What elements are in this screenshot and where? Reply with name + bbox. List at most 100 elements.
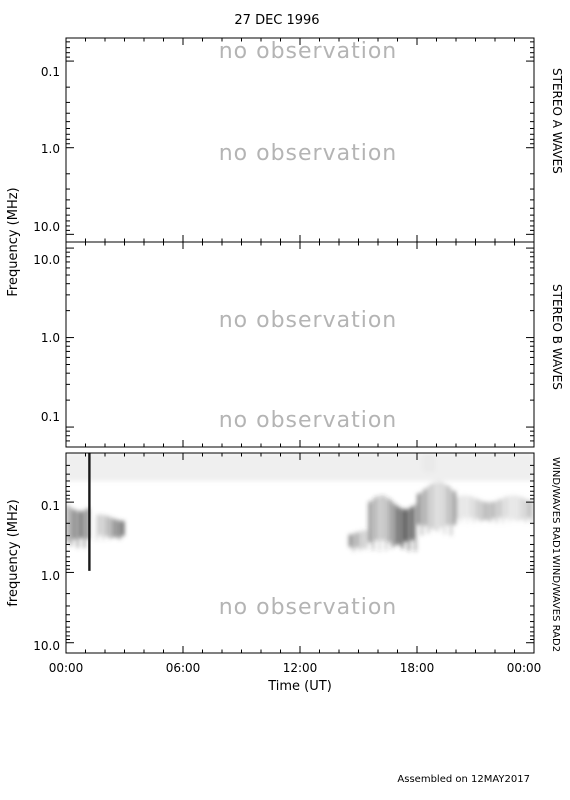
emission-streak	[105, 515, 108, 537]
emission-streak	[511, 495, 515, 520]
x-tick-marks	[65, 453, 535, 653]
emission-streak	[96, 514, 98, 541]
emission-streak	[430, 483, 433, 529]
no-observation-label: no observation	[219, 39, 398, 64]
emission-streak	[70, 507, 72, 546]
emission-streak	[502, 497, 504, 524]
emission-streak	[410, 506, 414, 541]
y-tick-marks	[66, 41, 534, 235]
emission-streak	[404, 509, 408, 542]
x-tick-label: 12:00	[283, 661, 318, 675]
y-tick-label: 1.0	[41, 331, 60, 345]
emission-streak	[460, 495, 462, 523]
y-tick-label: 10.0	[33, 220, 60, 234]
x-tick-label: 00:00	[507, 661, 542, 675]
y-tick-label: 10.0	[33, 253, 60, 267]
y-tick-marks	[66, 464, 534, 644]
instrument-label: WIND/WAVES RAD1	[550, 457, 561, 554]
emission-streak	[102, 514, 105, 540]
emission-streak	[378, 495, 381, 552]
emission-streak	[118, 520, 121, 540]
x-tick-marks	[65, 242, 535, 447]
instrument-label: STEREO A WAVES	[550, 68, 564, 174]
x-tick-marks	[65, 38, 535, 242]
emission-streak	[466, 495, 469, 524]
emission-streak	[473, 497, 475, 523]
emission-streak	[469, 496, 473, 518]
emission-streak	[98, 514, 102, 536]
figure-title: 27 DEC 1996	[234, 13, 319, 28]
emission-streak	[450, 488, 452, 536]
spectrogram-layer	[66, 453, 534, 571]
emission-streak	[440, 481, 443, 528]
emission-streak	[348, 534, 352, 548]
no-observation-label: no observation	[219, 308, 398, 333]
y-tick-marks	[66, 247, 534, 442]
emission-streak	[394, 504, 398, 546]
emission-streak	[421, 491, 423, 536]
emission-streak	[479, 500, 482, 522]
emission-streak	[482, 501, 485, 521]
emission-streak	[443, 483, 446, 535]
emission-streak	[352, 533, 355, 552]
x-axis-label: Time (UT)	[267, 679, 332, 694]
emission-streak	[365, 530, 368, 550]
emission-streak	[456, 496, 459, 519]
y-axis-label: Frequency (MHz)	[6, 187, 21, 296]
y-tick-label: 0.1	[41, 410, 60, 424]
emission-streak	[388, 498, 391, 543]
emission-streak	[452, 491, 456, 525]
emission-streak	[423, 488, 427, 526]
burst-line	[88, 453, 91, 571]
emission-streak	[495, 500, 498, 524]
emission-streak	[531, 501, 534, 524]
emission-streak	[72, 509, 76, 540]
panel-wind-waves: 0.1 1.0 10.0 no observation WIND/WAVES R…	[6, 452, 561, 694]
panel-stereo-a: 0.1 1.0 10.0 no observation no observati…	[33, 37, 564, 243]
emission-streak	[489, 502, 492, 522]
emission-streak	[372, 498, 374, 551]
x-tick-label: 18:00	[400, 661, 435, 675]
emission-streak	[504, 496, 508, 519]
y-tick-label: 10.0	[33, 639, 60, 653]
emission-streak	[521, 497, 524, 520]
y-tick-label: 0.1	[41, 499, 60, 513]
emission-streak	[121, 520, 125, 536]
emission-streak	[83, 510, 86, 548]
emission-streak	[115, 519, 118, 538]
x-tick-label: 06:00	[166, 661, 201, 675]
emission-streak	[362, 530, 365, 549]
instrument-label: WIND/WAVES RAD2	[550, 555, 561, 652]
emission-streak	[414, 504, 417, 552]
emission-streak	[427, 486, 430, 534]
emission-streak	[485, 502, 489, 520]
no-observation-label: no observation	[219, 595, 398, 620]
emission-streak	[355, 532, 359, 548]
emission-streak	[385, 496, 387, 551]
panel-frame	[65, 37, 535, 243]
panel-stereo-b: 10.0 1.0 0.1 no observation no observati…	[33, 241, 564, 448]
assembled-note: Assembled on 12MAY2017	[397, 774, 530, 785]
emission-streak	[491, 501, 495, 519]
emission-streak	[525, 499, 527, 523]
instrument-label: STEREO B WAVES	[550, 284, 564, 390]
panel-frame	[65, 452, 535, 654]
emission-streak	[518, 496, 521, 521]
emission-streak	[381, 495, 385, 541]
emission-streak	[515, 495, 518, 521]
y-axis-label: frequency (MHz)	[6, 499, 21, 606]
y-tick-label: 0.1	[41, 65, 60, 79]
emission-streak	[391, 501, 394, 548]
emission-streak	[76, 510, 79, 548]
emission-streak	[374, 496, 378, 541]
emission-streak	[408, 508, 410, 551]
emission-blobs	[66, 453, 534, 552]
no-observation-label: no observation	[219, 141, 398, 166]
emission-streak	[433, 481, 436, 531]
emission-streak	[475, 498, 479, 519]
emission-streak	[79, 511, 83, 539]
emission-streak	[108, 517, 111, 539]
emission-streak	[111, 518, 115, 538]
y-tick-label: 1.0	[41, 569, 60, 583]
